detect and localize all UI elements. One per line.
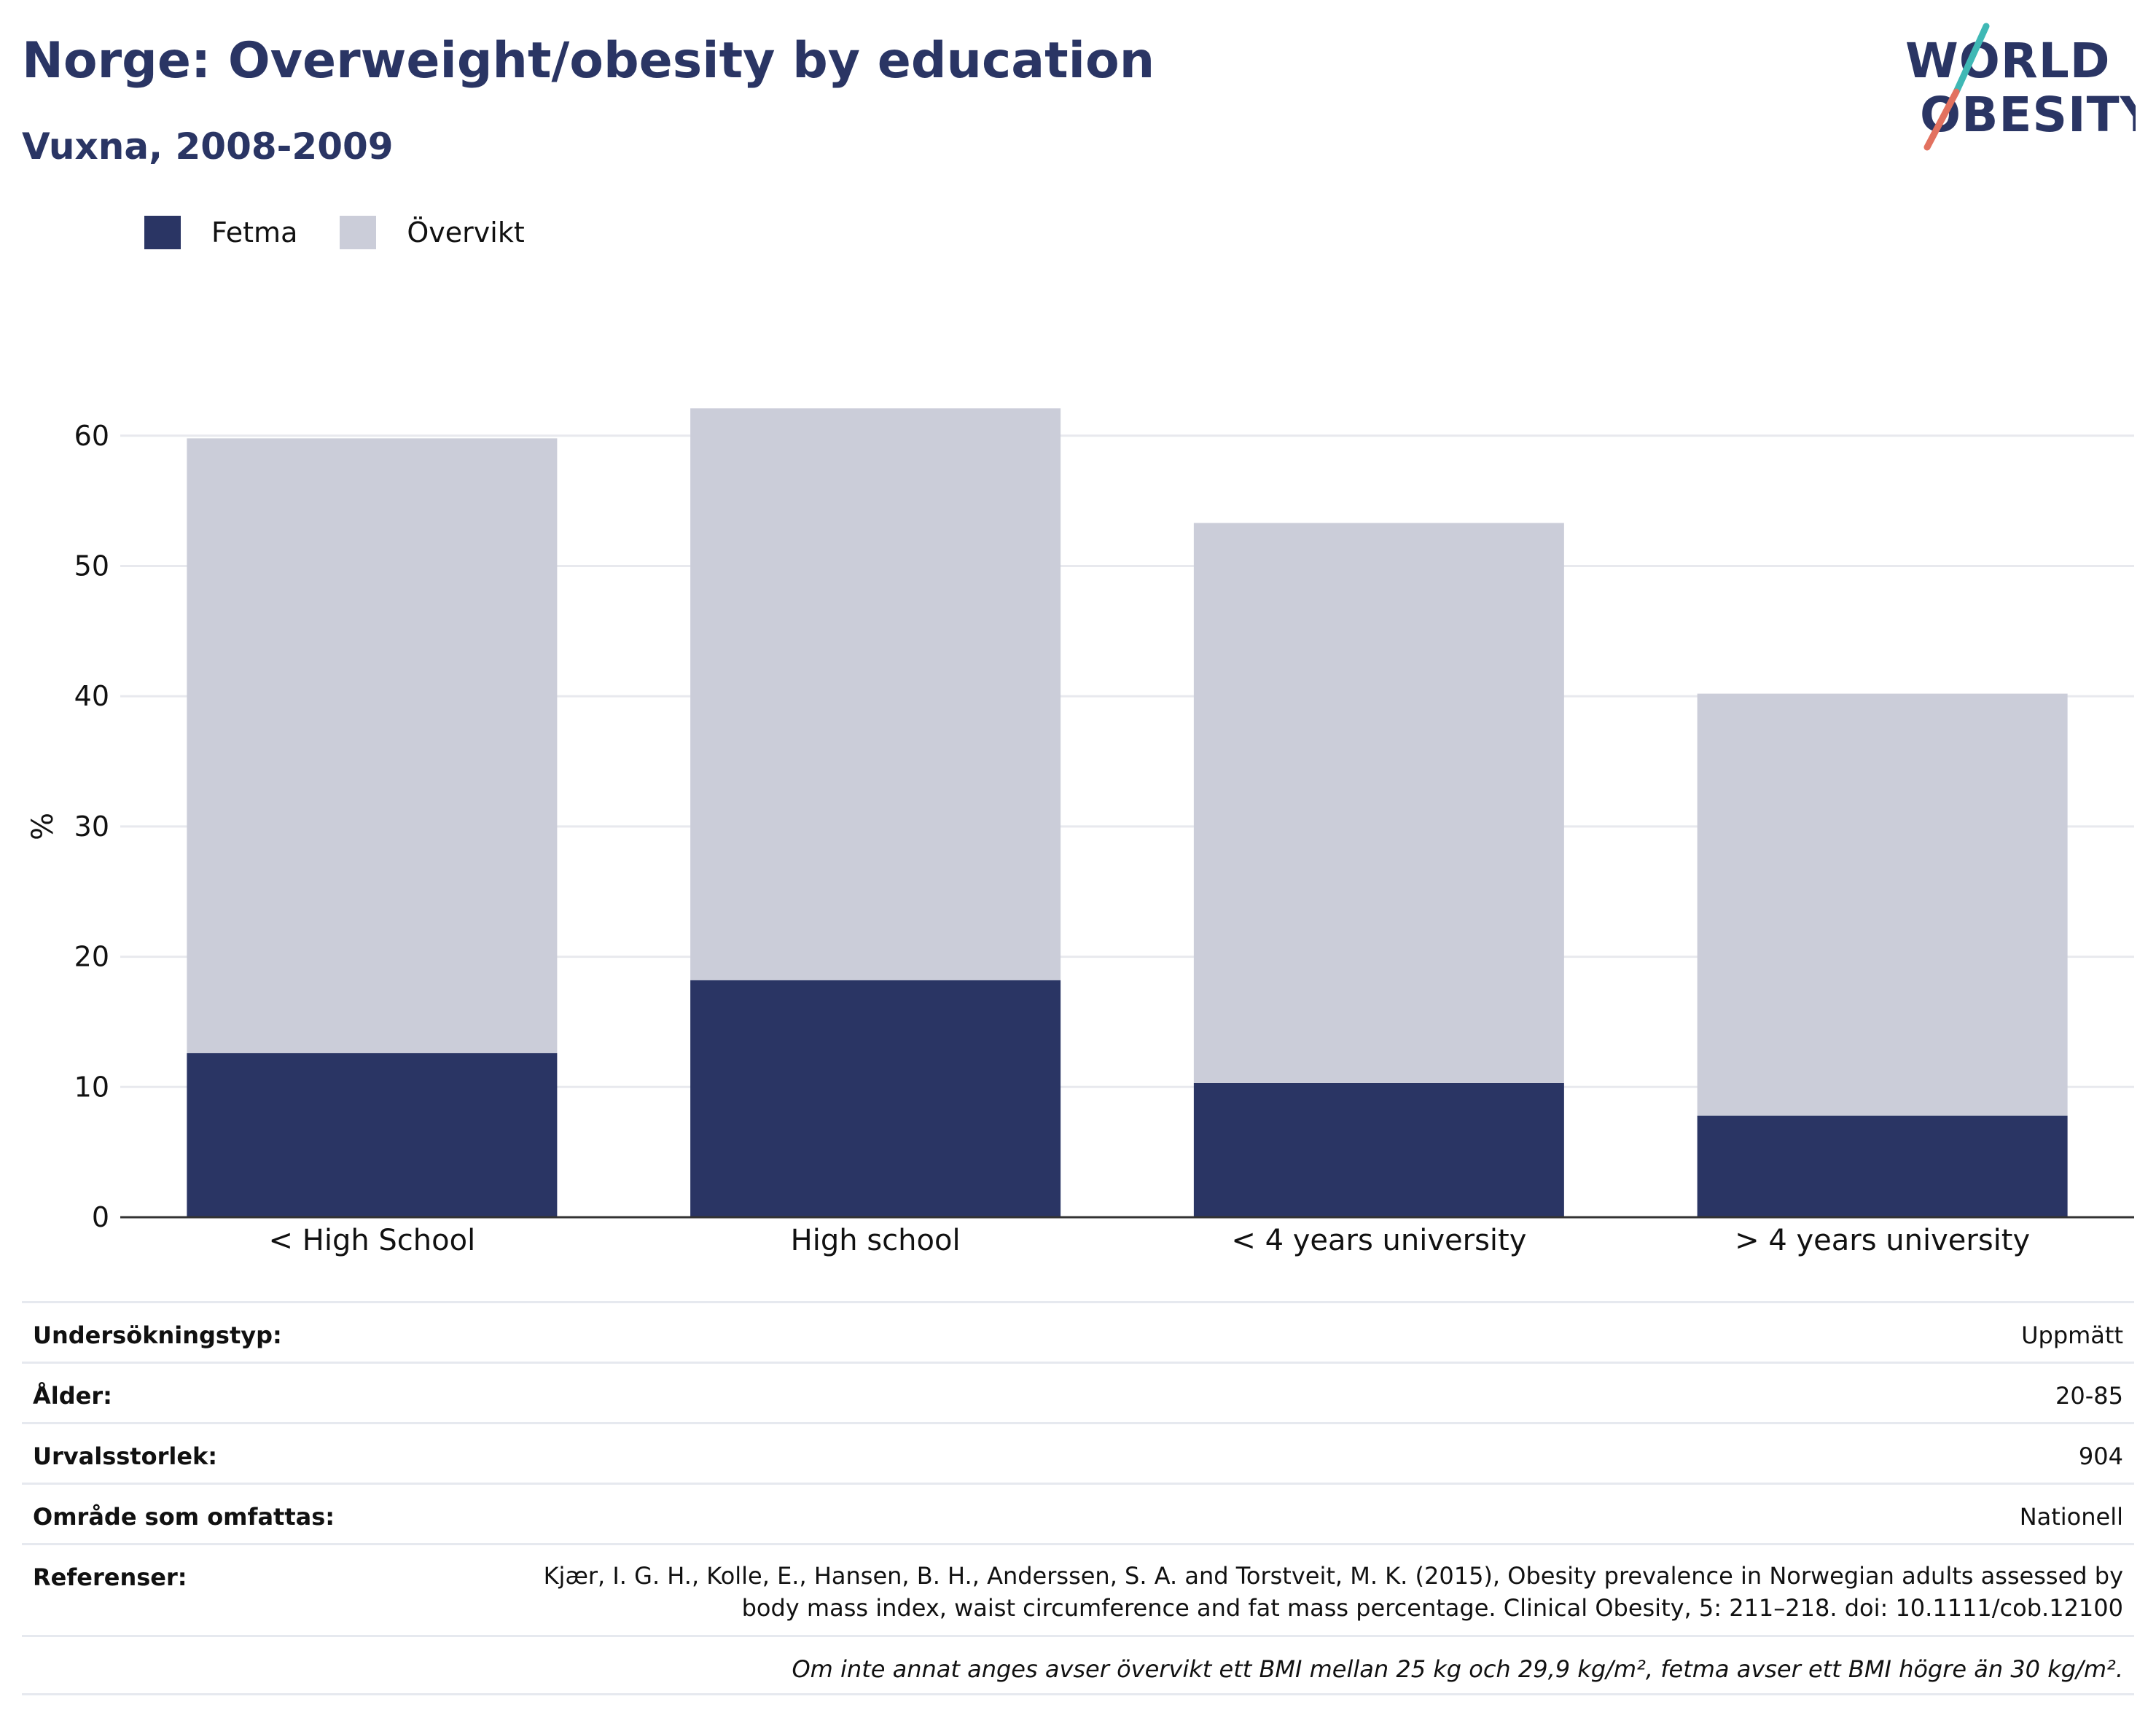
- logo-slash-teal: [1953, 23, 1990, 95]
- info-value: 20-85: [2055, 1382, 2123, 1410]
- y-tick-label: 40: [74, 680, 109, 712]
- legend-item-fetma[interactable]: Fetma: [144, 216, 297, 249]
- info-key: Urvalsstorlek:: [33, 1442, 218, 1470]
- logo-slash-coral: [1923, 88, 1960, 151]
- bar-overvikt: [1697, 693, 2068, 1116]
- bar-fetma: [187, 1052, 558, 1217]
- chart-legend: Fetma Övervikt: [144, 216, 567, 249]
- info-key: Område som omfattas:: [33, 1503, 335, 1531]
- reference-line-2: body mass index, waist circumference and…: [741, 1594, 2123, 1622]
- info-row-sample-size: Urvalsstorlek: 904: [22, 1422, 2134, 1483]
- bar-fetma: [1697, 1115, 2068, 1217]
- info-row-coverage: Område som omfattas: Nationell: [22, 1483, 2134, 1543]
- legend-swatch-fetma: [144, 216, 181, 249]
- bar-overvikt: [690, 408, 1061, 980]
- reference-line-1: Kjær, I. G. H., Kolle, E., Hansen, B. H.…: [543, 1562, 2123, 1590]
- y-tick-label: 10: [74, 1071, 109, 1103]
- x-tick-label: High school: [791, 1224, 961, 1257]
- page-title: Norge: Overweight/obesity by education: [22, 32, 1155, 90]
- y-tick-label: 0: [92, 1201, 109, 1233]
- info-row-survey-type: Undersökningstyp: Uppmätt: [22, 1301, 2134, 1362]
- legend-label-overvikt: Övervikt: [407, 216, 525, 249]
- info-key: Ålder:: [33, 1382, 112, 1410]
- bar-overvikt: [187, 438, 558, 1053]
- y-tick-label: 60: [74, 420, 109, 452]
- y-tick-label: 30: [74, 811, 109, 843]
- x-tick-label: < High School: [269, 1224, 476, 1257]
- legend-label-fetma: Fetma: [211, 216, 298, 249]
- world-obesity-logo: WORLD OBESITY: [1905, 23, 2136, 151]
- legend-item-overvikt[interactable]: Övervikt: [340, 216, 525, 249]
- info-row-note: Om inte annat anges avser övervikt ett B…: [22, 1635, 2134, 1695]
- y-tick-label: 20: [74, 941, 109, 973]
- bar-fetma: [1193, 1082, 1564, 1217]
- logo-line-1: WORLD: [1905, 33, 2111, 89]
- x-tick-label: < 4 years university: [1231, 1224, 1526, 1257]
- bar-fetma: [690, 980, 1061, 1217]
- survey-info-table: Undersökningstyp: Uppmätt Ålder: 20-85 U…: [22, 1301, 2134, 1695]
- y-tick-label: 50: [74, 550, 109, 582]
- info-key: Referenser:: [33, 1563, 187, 1591]
- info-value: Uppmätt: [2021, 1321, 2123, 1349]
- info-key: Undersökningstyp:: [33, 1321, 282, 1349]
- x-tick-label: > 4 years university: [1735, 1224, 2030, 1257]
- info-row-references: Referenser: Kjær, I. G. H., Kolle, E., H…: [22, 1543, 2134, 1635]
- stacked-bar-chart: 0 10 20 30 40 50 60% < High School High school < …: [26, 408, 2134, 1257]
- info-row-age: Ålder: 20-85: [22, 1362, 2134, 1422]
- bar-overvikt: [1193, 523, 1564, 1083]
- legend-swatch-overvikt: [340, 216, 377, 249]
- y-axis-label: %: [26, 813, 60, 840]
- info-value: 904: [2078, 1442, 2123, 1470]
- bmi-definition-note: Om inte annat anges avser övervikt ett B…: [792, 1655, 2123, 1683]
- info-value: Nationell: [2019, 1503, 2123, 1531]
- reference-text: Kjær, I. G. H., Kolle, E., Hansen, B. H.…: [544, 1560, 2123, 1624]
- page-subtitle: Vuxna, 2008-2009: [22, 125, 394, 168]
